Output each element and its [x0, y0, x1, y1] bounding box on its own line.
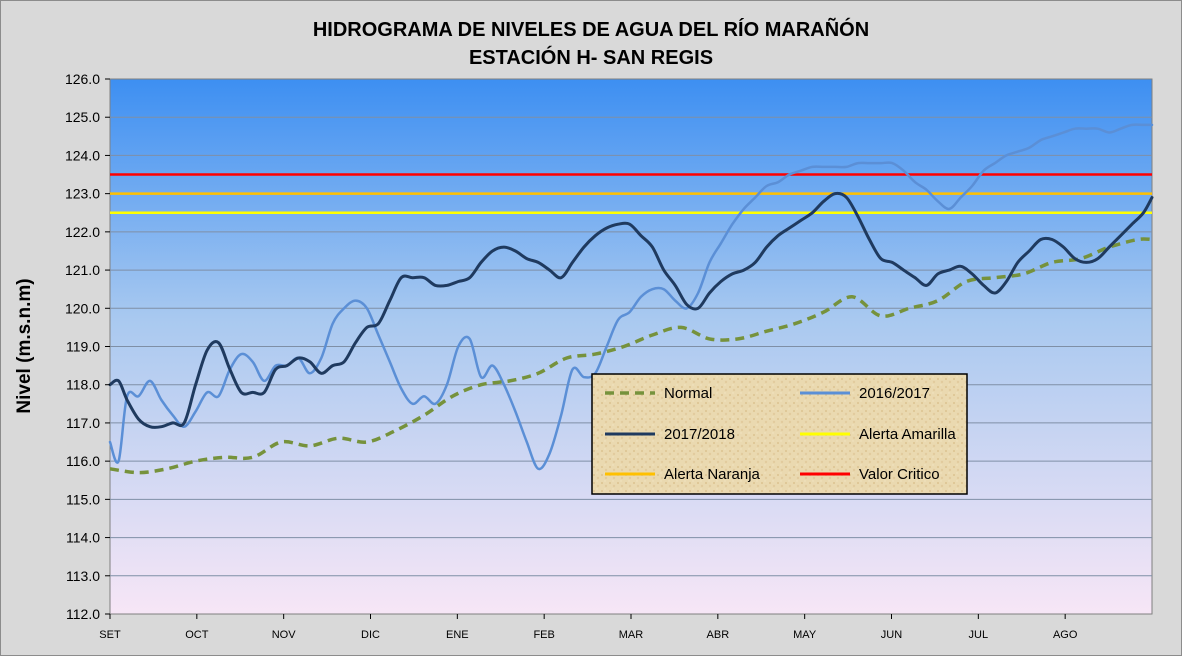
legend: Normal 2016/2017 2017/2018 Alerta Amarilla A… — [591, 373, 968, 495]
legend-label-y2016: 2016/2017 — [859, 385, 930, 402]
y-tick-label: 112.0 — [66, 606, 100, 622]
series-line-normal — [109, 237, 1153, 475]
legend-label-alerta_amarilla: Alerta Amarilla — [859, 426, 956, 443]
y-tick-label: 115.0 — [66, 491, 100, 507]
y-tick-label: 114.0 — [66, 530, 100, 546]
legend-label-y2017: 2017/2018 — [664, 426, 735, 443]
y-tick-label: 122.0 — [65, 224, 100, 240]
series-line-y2016 — [108, 123, 1154, 471]
x-tick-label: MAR — [619, 629, 644, 641]
y-tick-label: 118.0 — [66, 377, 100, 393]
y-tick-label: 119.0 — [66, 339, 100, 355]
chart-title-line-2: ESTACIÓN H- SAN REGIS — [468, 47, 714, 69]
x-tick-label: ENE — [446, 629, 469, 641]
legend-label-valor_critico: Valor Critico — [859, 466, 940, 483]
x-tick-label: OCT — [185, 629, 209, 641]
y-tick-label: 121.0 — [65, 262, 100, 278]
chart-title: HIDROGRAMA DE NIVELES DE AGUA DEL RÍO MA… — [0, 16, 1182, 72]
legend-label-alerta_naranja: Alerta Naranja — [664, 466, 761, 483]
x-tick-label: ABR — [707, 629, 730, 641]
x-tick-label: NOV — [272, 629, 297, 641]
y-tick-label: 125.0 — [65, 109, 100, 125]
y-tick-label: 116.0 — [66, 453, 100, 469]
y-tick-label: 117.0 — [66, 415, 100, 431]
x-tick-label: JUL — [969, 629, 989, 641]
x-tick-label: MAY — [793, 629, 817, 641]
y-tick-label: 123.0 — [65, 186, 100, 202]
y-tick-label: 126.0 — [65, 71, 100, 87]
x-tick-label: JUN — [881, 629, 902, 641]
series-line-y2017 — [108, 191, 1154, 429]
x-tick-label: AGO — [1053, 629, 1078, 641]
y-axis-title: Nivel (m.s.n.m) — [14, 278, 35, 413]
x-tick-label: DIC — [361, 629, 380, 641]
x-tick-label: SET — [99, 629, 121, 641]
y-tick-label: 124.0 — [65, 147, 100, 163]
chart-title-line-1: HIDROGRAMA DE NIVELES DE AGUA DEL RÍO MA… — [312, 19, 870, 41]
y-tick-label: 120.0 — [65, 300, 100, 316]
x-tick-label: FEB — [533, 629, 554, 641]
y-tick-label: 113.0 — [66, 568, 100, 584]
legend-label-normal: Normal — [664, 385, 712, 402]
